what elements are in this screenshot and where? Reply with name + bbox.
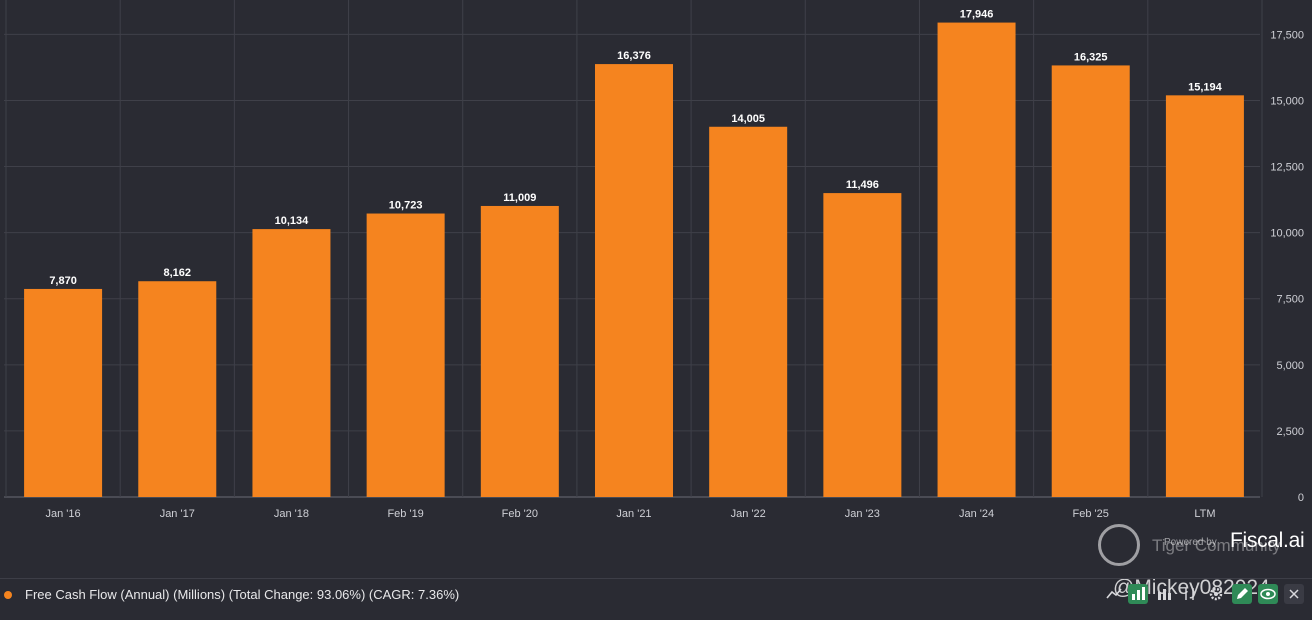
- chart: 7,870 8,162 10,134 10,723 11,009 16,376 14,005…: [4, 0, 1304, 520]
- data-labels: 7,870 8,162 10,134 10,723 11,009 16,376 14,005…: [49, 9, 1222, 287]
- bar-value-label: 15,194: [1188, 81, 1223, 93]
- x-tick-label: LTM: [1194, 508, 1215, 520]
- bar-value-label: 17,946: [960, 9, 994, 21]
- y-tick-label: 7,500: [1276, 294, 1304, 306]
- x-tick-label: Jan '24: [959, 508, 994, 520]
- stacked-bar-icon[interactable]: [1154, 584, 1174, 604]
- x-tick-label: Jan '21: [616, 508, 651, 520]
- y-tick-label: 10,000: [1270, 228, 1304, 240]
- bar[interactable]: [480, 205, 559, 497]
- legend: Free Cash Flow (Annual) (Millions) (Tota…: [0, 578, 1312, 611]
- bar-value-label: 16,376: [617, 50, 651, 62]
- bar-value-label: 11,496: [846, 179, 879, 191]
- bar[interactable]: [709, 126, 788, 497]
- x-axis: Jan '16 Jan '17 Jan '18 Feb '19 Feb '20 Jan '…: [46, 508, 1216, 520]
- close-icon[interactable]: [1284, 584, 1304, 604]
- legend-label[interactable]: Free Cash Flow (Annual) (Millions) (Tota…: [25, 587, 460, 602]
- x-tick-label: Feb '25: [1073, 508, 1109, 520]
- y-tick-label: 17,500: [1270, 29, 1304, 41]
- x-tick-label: Jan '22: [731, 508, 766, 520]
- bars: [24, 22, 1244, 498]
- fiscal-ai-logo: Fiscal.ai: [1230, 529, 1305, 552]
- bar-value-label: 8,162: [164, 267, 192, 279]
- bar[interactable]: [138, 281, 217, 497]
- bar-chart-icon[interactable]: [1128, 584, 1148, 604]
- bar-value-label: 10,134: [275, 215, 310, 227]
- pencil-icon[interactable]: [1232, 584, 1252, 604]
- y-tick-label: 15,000: [1270, 95, 1304, 107]
- powered-by-text: Powered by: [1164, 537, 1217, 548]
- bar-value-label: 7,870: [49, 275, 77, 287]
- bar[interactable]: [24, 288, 103, 497]
- bar-value-label: 10,723: [389, 200, 423, 212]
- bar-value-label: 14,005: [731, 113, 765, 125]
- bar-value-label: 11,009: [503, 192, 536, 204]
- bar[interactable]: [595, 64, 673, 498]
- bar[interactable]: [366, 213, 445, 497]
- x-tick-label: Feb '19: [387, 508, 423, 520]
- bar[interactable]: [1051, 65, 1130, 498]
- legend-dot: [4, 591, 12, 599]
- x-tick-label: Jan '16: [46, 508, 81, 520]
- x-tick-label: Jan '17: [160, 508, 195, 520]
- x-tick-label: Jan '23: [845, 508, 880, 520]
- y-tick-label: 12,500: [1270, 162, 1304, 174]
- eye-icon[interactable]: [1258, 584, 1278, 604]
- bar[interactable]: [823, 193, 902, 497]
- x-tick-label: Feb '20: [502, 508, 538, 520]
- y-axis: 0 2,500 5,000 7,500 10,000 12,500 15,000 17,500: [1270, 29, 1304, 504]
- settings-icon[interactable]: [1206, 584, 1226, 604]
- bar[interactable]: [252, 229, 331, 497]
- tiger-logo-icon: [1098, 524, 1140, 566]
- bar[interactable]: [1165, 95, 1244, 497]
- y-tick-label: 0: [1298, 492, 1304, 504]
- y-tick-label: 2,500: [1276, 426, 1304, 438]
- y-tick-label: 5,000: [1276, 360, 1304, 372]
- sliders-icon[interactable]: [1180, 584, 1200, 604]
- bar[interactable]: [937, 22, 1016, 498]
- tiger-community-watermark: Tiger Community: [1098, 522, 1298, 574]
- watermark-community-text: Tiger Community: [1152, 536, 1281, 555]
- line-chart-icon[interactable]: [1104, 584, 1124, 604]
- bar-value-label: 16,325: [1074, 51, 1108, 63]
- x-tick-label: Jan '18: [274, 508, 309, 520]
- watermark-handle: @Mickey082024: [1113, 576, 1270, 599]
